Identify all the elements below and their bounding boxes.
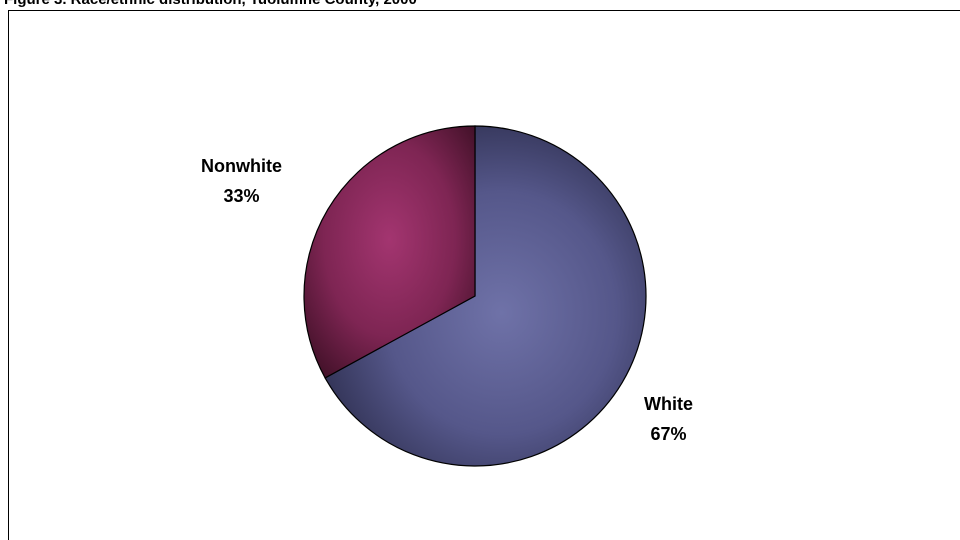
- slice-value-white: 67%: [650, 424, 687, 444]
- pie-slice-nonwhite: [303, 125, 476, 379]
- slice-name-nonwhite: Nonwhite: [201, 156, 282, 176]
- pie-slice-white: [324, 125, 647, 467]
- slice-label-nonwhite: Nonwhite 33%: [201, 151, 282, 211]
- slice-value-nonwhite: 33%: [223, 186, 260, 206]
- pie-chart: [303, 125, 647, 467]
- pie-slices: [303, 125, 647, 467]
- slice-label-white: White 67%: [644, 389, 693, 449]
- chart-frame: Nonwhite 33% White 67%: [8, 10, 960, 540]
- caption-strip: Figure 3. Race/ethnic distribution, Tuol…: [0, 0, 960, 10]
- slice-name-white: White: [644, 394, 693, 414]
- chart-caption: Figure 3. Race/ethnic distribution, Tuol…: [4, 0, 417, 8]
